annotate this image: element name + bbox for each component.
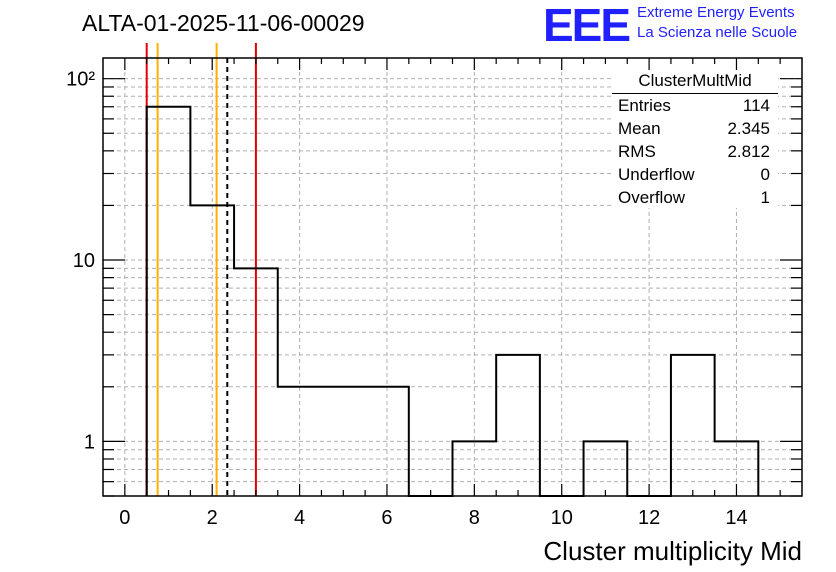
stats-label: Mean <box>618 119 661 138</box>
x-tick-labels: 0 2 4 6 8 10 12 14 <box>119 507 747 529</box>
y-tick-label: 10 <box>73 250 95 272</box>
stats-box: ClusterMultMid Entries 114 Mean 2.345 RM… <box>612 70 778 208</box>
x-tick-label: 2 <box>207 507 218 529</box>
histogram-series <box>145 105 760 497</box>
stats-row-underflow: Underflow 0 <box>612 163 778 186</box>
stats-row-entries: Entries 114 <box>612 94 778 117</box>
x-tick-label: 0 <box>119 507 130 529</box>
stats-label: Entries <box>618 96 671 115</box>
stats-row-overflow: Overflow 1 <box>612 186 778 209</box>
logo-text-line2: La Scienza nelle Scuole <box>637 24 798 41</box>
x-axis-label: Cluster multiplicity Mid <box>543 536 802 566</box>
x-tick-label: 12 <box>638 507 660 529</box>
x-tick-label: 8 <box>469 507 480 529</box>
x-tick-label: 10 <box>551 507 573 529</box>
stats-label: Underflow <box>618 165 695 184</box>
stats-label: Overflow <box>618 188 686 207</box>
eee-logo: EEE <box>543 0 631 51</box>
y-tick-labels: 1 10 10² <box>66 69 95 454</box>
x-tick-label: 6 <box>381 507 392 529</box>
axis-ticks <box>103 58 802 497</box>
stats-value: 2.812 <box>727 142 770 161</box>
y-tick-label: 1 <box>84 431 95 453</box>
run-title: ALTA-01-2025-11-06-00029 <box>82 10 365 36</box>
stats-label: RMS <box>618 142 656 161</box>
stats-row-mean: Mean 2.345 <box>612 117 778 140</box>
stats-title: ClusterMultMid <box>612 70 778 94</box>
stats-value: 114 <box>742 96 770 115</box>
stats-row-rms: RMS 2.812 <box>612 140 778 163</box>
stats-value: 2.345 <box>727 119 770 138</box>
y-tick-label: 10² <box>66 69 95 91</box>
stats-value: 1 <box>760 188 770 207</box>
logo-text-line1: Extreme Energy Events <box>637 4 795 21</box>
stats-value: 0 <box>760 165 770 184</box>
marker-lines <box>145 43 257 496</box>
x-tick-label: 14 <box>725 507 747 529</box>
x-tick-label: 4 <box>294 507 305 529</box>
